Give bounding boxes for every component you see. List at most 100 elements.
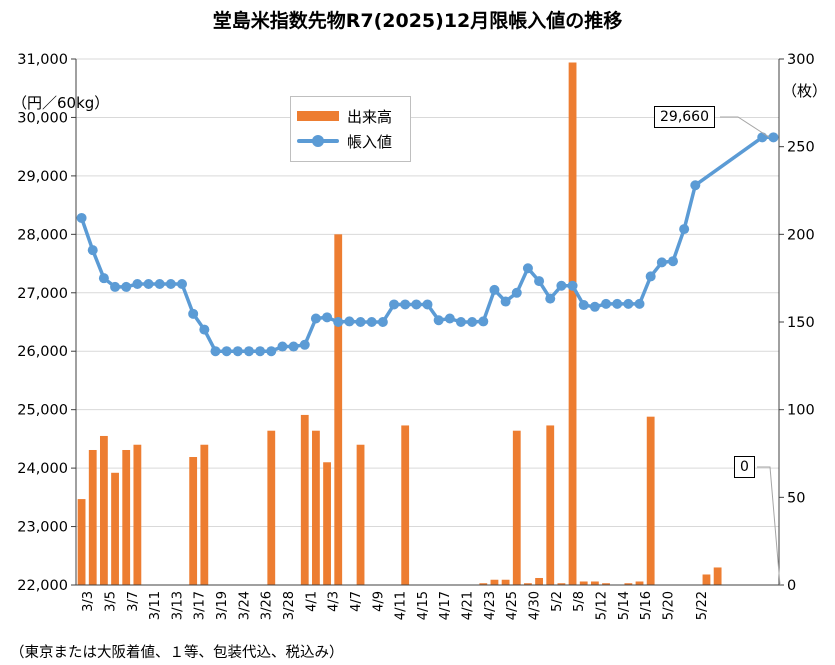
volume-bar (88, 449, 97, 585)
settlement-point (121, 281, 132, 292)
settlement-point (768, 132, 779, 143)
volume-bar (490, 579, 499, 585)
settlement-point (98, 273, 109, 284)
settlement-point (221, 346, 232, 357)
settlement-point (255, 346, 266, 357)
volume-bar (602, 583, 610, 585)
right-axis-tick-label: 0 (787, 578, 796, 594)
x-axis-tick-label: 5/8 (572, 591, 587, 612)
settlement-point (277, 341, 288, 352)
x-axis-tick-label: 5/22 (695, 591, 710, 620)
settlement-point (478, 316, 489, 327)
x-axis-tick-label: 5/12 (594, 591, 609, 620)
volume-bar (334, 234, 343, 586)
volume-bar (133, 444, 142, 585)
x-axis-tick-label: 4/3 (327, 591, 342, 612)
x-axis-tick-label: 5/20 (661, 591, 676, 620)
x-axis-tick-label: 4/21 (461, 591, 476, 620)
settlement-point (299, 339, 310, 350)
last-volume-callout: 0 (734, 456, 755, 478)
x-axis-tick-label: 4/30 (528, 591, 543, 620)
settlement-point (534, 276, 545, 287)
settlement-point (87, 245, 98, 256)
settlement-point (634, 298, 645, 309)
volume-bar (77, 499, 86, 585)
settlement-point (355, 317, 366, 327)
settlement-point (545, 293, 556, 304)
volume-bar (479, 583, 488, 585)
settlement-point (344, 316, 355, 327)
volume-bar (535, 577, 543, 585)
legend-item-settlement: 帳入値 (297, 130, 392, 152)
volume-bar (300, 414, 309, 585)
x-axis-tick-label: 3/7 (126, 591, 141, 612)
x-axis-tick-label: 4/25 (505, 591, 520, 620)
left-axis-tick-label: 23,000 (17, 520, 68, 536)
volume-bar (546, 425, 555, 585)
settlement-point (143, 279, 154, 290)
settlement-point (578, 300, 589, 311)
settlement-point (266, 346, 277, 357)
settlement-point (310, 313, 321, 324)
x-axis-tick-label: 3/26 (260, 591, 275, 620)
volume-bar (524, 583, 532, 585)
left-axis-tick-label: 25,000 (17, 403, 68, 419)
callout-leader (757, 466, 781, 586)
x-axis-tick-label: 3/19 (215, 591, 230, 620)
settlement-point (177, 279, 188, 290)
chart-title: 堂島米指数先物R7(2025)12月限帳入値の推移 (212, 10, 623, 32)
right-axis-tick-label: 50 (787, 490, 805, 506)
settlement-point (188, 308, 199, 319)
settlement-point (690, 180, 701, 191)
legend-swatch-settlement (297, 135, 339, 147)
x-axis-tick-label: 4/23 (483, 591, 498, 620)
legend-item-volume: 出来高 (297, 105, 392, 127)
volume-bar (99, 435, 108, 585)
left-axis-tick-label: 30,000 (17, 110, 68, 126)
legend-label-settlement: 帳入値 (347, 132, 393, 151)
settlement-point (601, 298, 612, 309)
settlement-point (444, 313, 455, 324)
settlement-point (422, 299, 433, 310)
settlement-point (455, 317, 466, 327)
left-axis-unit-label: （円／60kg） (12, 94, 110, 112)
right-axis-tick-label: 150 (787, 315, 815, 331)
volume-bar (702, 574, 711, 585)
volume-bar (323, 462, 331, 585)
right-axis-tick-label: 300 (787, 52, 815, 68)
volume-bar (568, 62, 577, 586)
settlement-point (511, 287, 522, 298)
x-axis-tick-label: 4/1 (304, 591, 319, 612)
settlement-point (154, 279, 165, 290)
x-axis-tick-label: 4/11 (394, 591, 409, 620)
settlement-point (132, 279, 143, 290)
settlement-point (333, 317, 344, 327)
x-axis-tick-label: 3/28 (282, 591, 297, 620)
settlement-point (757, 132, 768, 143)
x-axis-tick-label: 4/15 (416, 591, 431, 620)
left-axis-tick-label: 27,000 (17, 286, 68, 302)
x-axis-tick-label: 3/24 (237, 591, 252, 620)
settlement-point (656, 257, 667, 268)
x-axis-tick-label: 3/13 (170, 591, 185, 620)
settlement-point (232, 346, 243, 357)
volume-bar (579, 581, 588, 585)
settlement-line (79, 135, 774, 353)
x-axis-tick-label: 4/17 (438, 591, 453, 620)
volume-bar (635, 581, 644, 585)
volume-bar (590, 581, 599, 585)
volume-bar (111, 472, 119, 585)
settlement-point (210, 346, 221, 357)
volume-bar (267, 430, 276, 585)
settlement-point (567, 280, 578, 291)
volume-bar (122, 449, 131, 585)
volume-bar (200, 444, 209, 585)
legend: 出来高 帳入値 (290, 96, 411, 162)
settlement-point (76, 212, 87, 223)
left-axis-tick-label: 26,000 (17, 344, 68, 360)
settlement-point (110, 281, 121, 292)
settlement-point (522, 263, 533, 274)
settlement-point (322, 312, 333, 323)
settlement-point (589, 301, 600, 312)
volume-bar (356, 444, 365, 585)
